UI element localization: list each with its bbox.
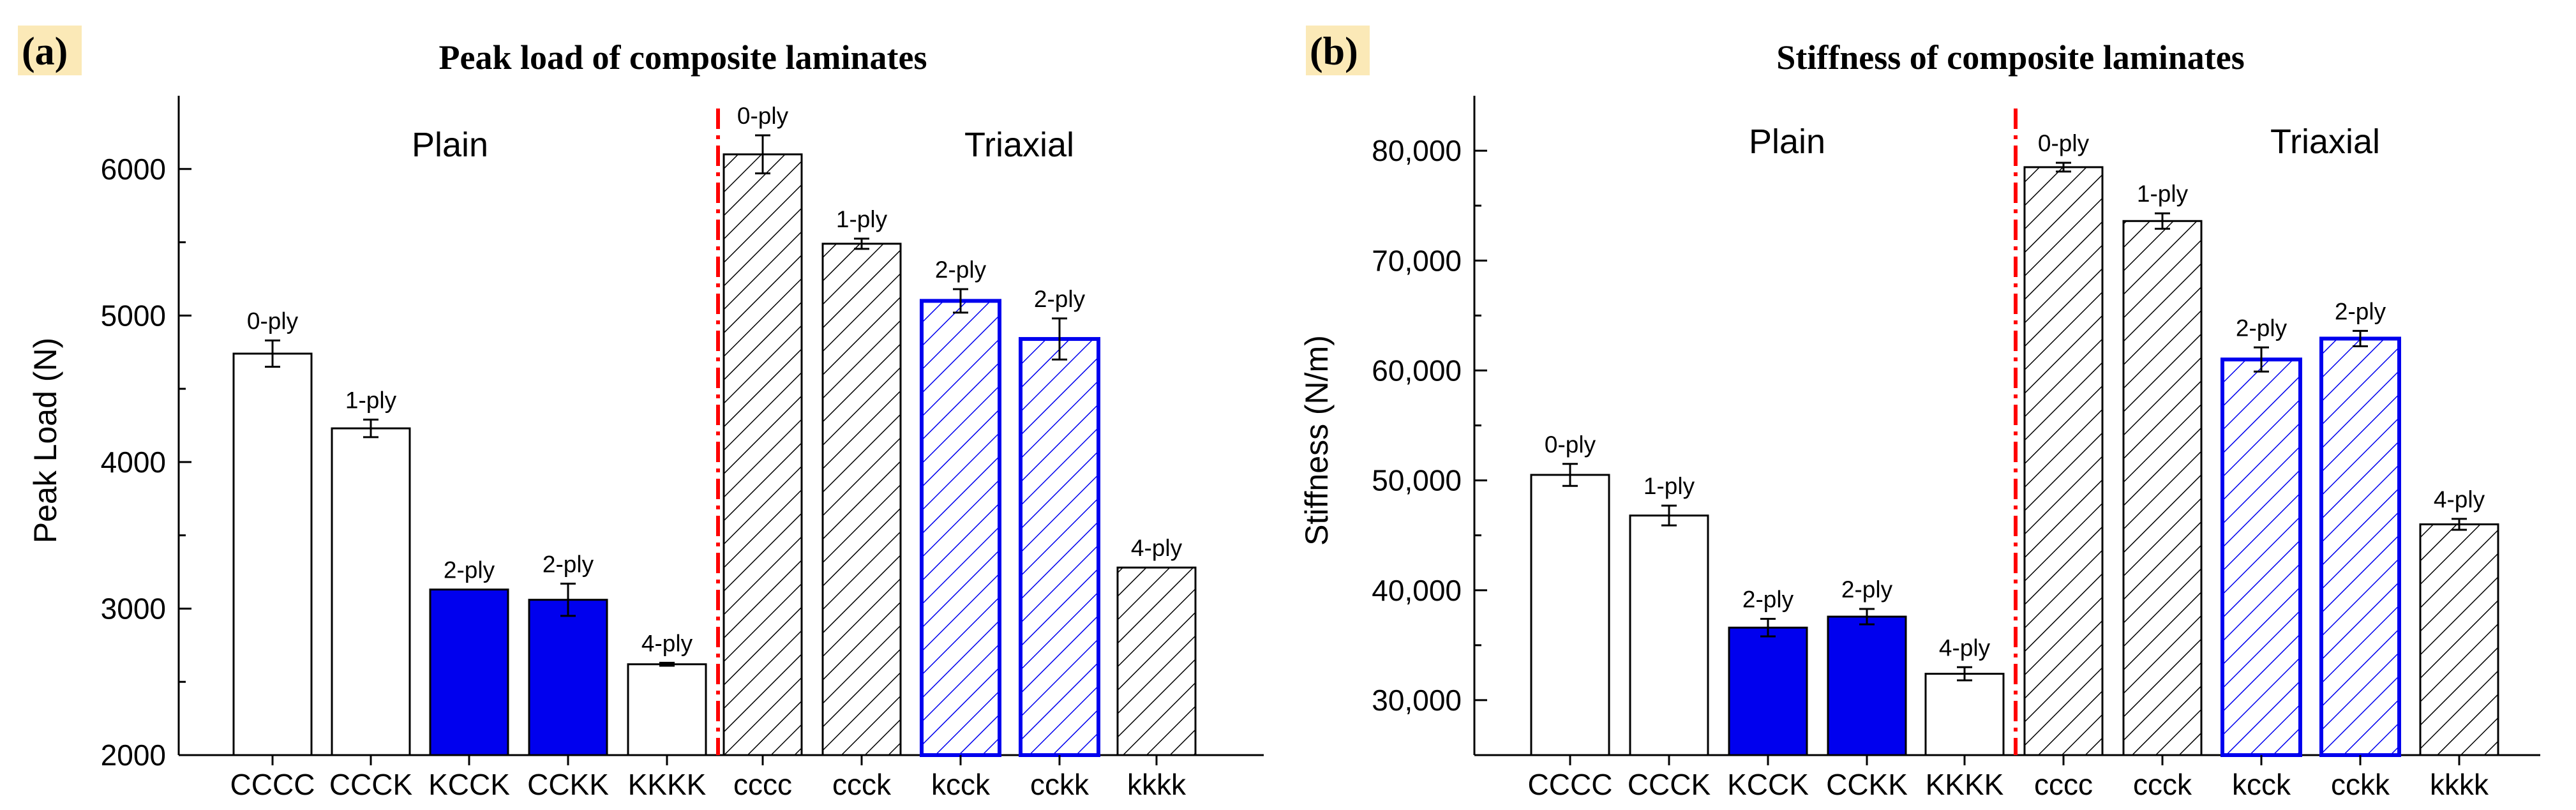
y-tick-label: 4000 <box>101 446 166 479</box>
panel-b-tag-background <box>1306 26 1370 75</box>
y-tick-label: 70,000 <box>1372 244 1462 277</box>
bar-annotation: 4-ply <box>1131 535 1183 561</box>
x-tick-label: KKKK <box>628 768 707 801</box>
y-tick-label: 6000 <box>101 153 166 186</box>
x-tick-label: CCCC <box>1528 768 1613 801</box>
bar-cckk <box>1019 337 1100 757</box>
x-tick-label: CCCC <box>230 768 315 801</box>
bar-kcck <box>2220 357 2302 757</box>
bar-CCCC <box>232 352 313 756</box>
x-tick-label: cccc <box>733 768 792 801</box>
bar-cccc <box>723 153 803 756</box>
bar-annotation: 1-ply <box>345 387 397 413</box>
bar-CCKK <box>1827 615 1907 756</box>
x-tick-label: KKKK <box>1926 768 2004 801</box>
panel-b-title: Stiffness of composite laminates <box>1776 38 2244 77</box>
bar-CCCK <box>1629 514 1709 756</box>
x-tick-label: CCCK <box>1628 768 1711 801</box>
panel-a-title: Peak load of composite laminates <box>439 38 927 77</box>
bar-annotation: 0-ply <box>1545 431 1596 458</box>
bar-annotation: 4-ply <box>1939 634 1991 661</box>
bar-annotation: 2-ply <box>444 557 495 583</box>
x-tick-label: kkkk <box>2430 768 2489 801</box>
panel-b-y-axis-title: Stiffness (N/m) <box>1299 335 1335 546</box>
y-tick-label: 40,000 <box>1372 574 1462 607</box>
bar-KCCK <box>1728 626 1808 756</box>
bar-ccck <box>821 243 902 756</box>
y-tick-label: 5000 <box>101 299 166 332</box>
bar-annotation: 2-ply <box>2335 298 2386 324</box>
bar-ccck <box>2122 220 2203 756</box>
y-tick-label: 2000 <box>101 739 166 772</box>
bar-annotation: 1-ply <box>2137 181 2189 207</box>
peak-load-chart: (a) Peak load of composite laminates Pea… <box>18 26 1264 801</box>
bar-annotation: 2-ply <box>2236 315 2288 341</box>
panel-b-plain-label: Plain <box>1749 123 1825 161</box>
x-tick-label: ccck <box>832 768 892 801</box>
bar-kkkk <box>1116 566 1197 756</box>
x-tick-label: CCCK <box>329 768 413 801</box>
x-tick-label: KCCK <box>1727 768 1809 801</box>
panel-a-triaxial-label: Triaxial <box>964 126 1074 164</box>
panel-b-tag: (b) <box>1310 30 1358 73</box>
x-tick-label: CCKK <box>527 768 609 801</box>
x-tick-label: kkkk <box>1127 768 1187 801</box>
x-tick-label: kcck <box>931 768 991 801</box>
bar-CCCC <box>1530 474 1610 756</box>
bar-CCCK <box>331 427 411 756</box>
y-tick-label: 3000 <box>101 592 166 625</box>
y-tick-label: 80,000 <box>1372 134 1462 167</box>
bar-CCKK <box>528 599 608 756</box>
bar-annotation: 1-ply <box>836 206 888 232</box>
bar-cckk <box>2319 336 2401 757</box>
panel-a-y-axis-title: Peak Load (N) <box>27 338 63 543</box>
bar-annotation: 0-ply <box>247 308 299 334</box>
bar-annotation: 2-ply <box>1742 587 1794 613</box>
bar-annotation: 1-ply <box>1644 473 1695 499</box>
x-tick-label: ccck <box>2133 768 2192 801</box>
bar-annotation: 0-ply <box>737 103 789 129</box>
y-tick-label: 50,000 <box>1372 464 1462 497</box>
bar-annotation: 2-ply <box>1841 576 1893 603</box>
panel-b-triaxial-label: Triaxial <box>2270 123 2380 161</box>
bar-annotation: 2-ply <box>1034 286 1086 312</box>
bar-KKKK <box>627 663 707 756</box>
stiffness-chart: (b) Stiffness of composite laminates Sti… <box>1299 26 2540 801</box>
panel-a-tag: (a) <box>22 30 68 73</box>
x-tick-label: cckk <box>1030 768 1090 801</box>
panel-a-plain-label: Plain <box>412 126 488 164</box>
bar-kcck <box>920 299 1001 757</box>
x-tick-label: cccc <box>2034 768 2093 801</box>
bar-annotation: 2-ply <box>543 551 594 577</box>
bar-annotation: 4-ply <box>641 630 693 656</box>
panel-a-tag-background <box>18 26 82 75</box>
bar-kkkk <box>2419 523 2499 756</box>
bar-annotation: 2-ply <box>935 257 987 283</box>
bar-KKKK <box>1924 673 2005 756</box>
bar-annotation: 0-ply <box>2038 130 2090 156</box>
x-tick-label: kcck <box>2232 768 2291 801</box>
x-tick-label: CCKK <box>1826 768 1908 801</box>
bar-cccc <box>2023 166 2104 756</box>
x-tick-label: cckk <box>2331 768 2390 801</box>
bar-annotation: 4-ply <box>2434 486 2485 513</box>
x-tick-label: KCCK <box>428 768 510 801</box>
y-tick-label: 30,000 <box>1372 684 1462 717</box>
y-tick-label: 60,000 <box>1372 354 1462 387</box>
bar-KCCK <box>429 589 509 756</box>
